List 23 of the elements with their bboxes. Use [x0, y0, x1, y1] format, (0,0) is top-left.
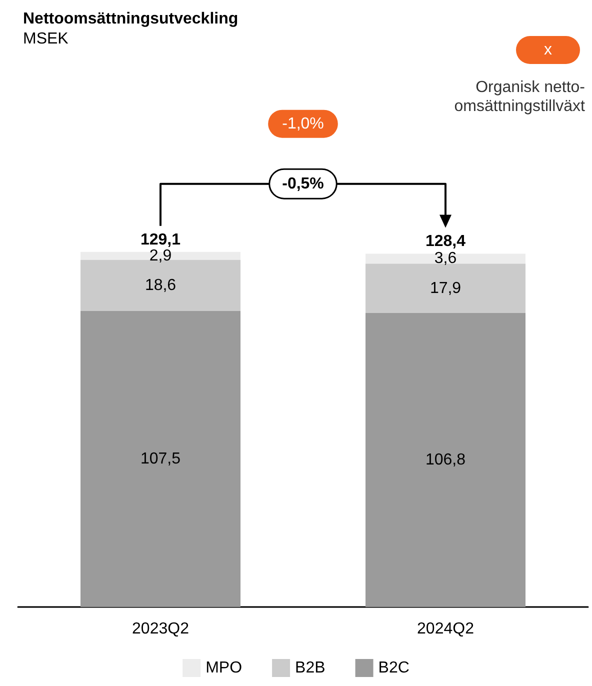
text: x: [544, 42, 552, 58]
bar: [366, 254, 526, 264]
chart-subtitle: MSEK: [23, 30, 69, 48]
total-label: 129,1: [140, 231, 181, 248]
legend-label: B2C: [378, 660, 410, 676]
data-label: 18,6: [144, 276, 176, 294]
chart-title: Nettoomsättningsutveckling: [23, 10, 238, 28]
bar: [366, 264, 526, 313]
total-label: 128,4: [425, 233, 466, 250]
legend-label: B2B: [295, 660, 326, 676]
x-tick-label: 2024Q2: [417, 620, 474, 638]
text: Organisk netto-omsättningstillväxt: [454, 79, 586, 115]
data-label: 106,8: [425, 451, 466, 468]
x-tick-label: 2023Q2: [132, 620, 190, 638]
legend-label: MPO: [206, 660, 242, 676]
bar: [366, 312, 526, 607]
data-label: 2,9: [149, 247, 172, 264]
text: -0,5%: [282, 175, 324, 192]
data-label: 17,9: [430, 280, 462, 297]
text: -1,0%: [282, 115, 324, 132]
bar: [80, 311, 240, 607]
data-label: 107,5: [140, 450, 181, 468]
data-label: 3,6: [434, 250, 457, 268]
